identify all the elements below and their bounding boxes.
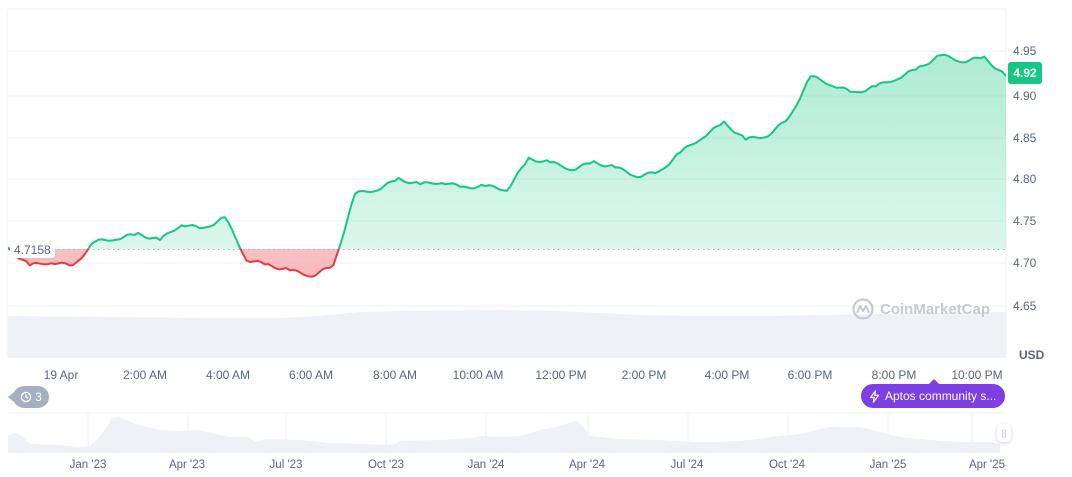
grip-icon: || xyxy=(1001,428,1007,438)
x-tick: 10:00 PM xyxy=(951,368,1003,382)
volume-bars xyxy=(8,310,1006,358)
nav-tick: Jul '23 xyxy=(269,459,303,471)
navigator[interactable] xyxy=(8,412,1006,453)
y-tick: 4.80 xyxy=(1013,172,1037,186)
baseline-value-label: 4.7158 xyxy=(10,242,55,258)
nav-tick: Oct '23 xyxy=(367,459,405,471)
nav-tick: Jan '25 xyxy=(869,459,907,471)
y-tick: 4.75 xyxy=(1013,214,1037,228)
x-tick: 8:00 PM xyxy=(871,368,917,382)
nav-tick: Jan '23 xyxy=(69,459,107,471)
y-tick: 4.85 xyxy=(1013,131,1037,145)
nav-tick: Jul '24 xyxy=(670,459,704,471)
watermark-text: CoinMarketCap xyxy=(880,300,991,318)
x-tick: 6:00 PM xyxy=(787,368,833,382)
x-tick: 4:00 AM xyxy=(205,368,251,382)
current-price-badge: 4.92 xyxy=(1008,62,1042,84)
nav-tick: Apr '24 xyxy=(568,459,606,471)
history-icon xyxy=(20,391,32,403)
x-tick: 2:00 AM xyxy=(122,368,168,382)
navigator-range-handle[interactable]: || xyxy=(997,424,1011,442)
event-label: Aptos community s... xyxy=(885,389,997,403)
x-tick: 2:00 PM xyxy=(621,368,667,382)
x-tick: 8:00 AM xyxy=(372,368,418,382)
price-area xyxy=(8,54,1006,277)
nav-tick: Oct '24 xyxy=(768,459,806,471)
lightning-icon xyxy=(869,389,880,403)
nav-tick: Jan '24 xyxy=(467,459,505,471)
x-tick: 10:00 AM xyxy=(452,368,504,382)
y-tick: 4.65 xyxy=(1013,299,1037,313)
x-tick: 19 Apr xyxy=(43,368,79,382)
nav-tick: Apr '25 xyxy=(968,459,1006,471)
nav-tick: Apr '23 xyxy=(168,459,206,471)
event-marker-button[interactable]: Aptos community s... xyxy=(861,379,1005,408)
history-count: 3 xyxy=(35,390,42,404)
y-tick: 4.90 xyxy=(1013,89,1037,103)
currency-label: USD xyxy=(1019,348,1045,362)
x-tick: 6:00 AM xyxy=(288,368,334,382)
price-line xyxy=(8,53,1006,278)
y-tick: 4.70 xyxy=(1013,256,1037,270)
x-tick: 4:00 PM xyxy=(704,368,750,382)
history-button[interactable]: 3 xyxy=(8,386,49,408)
x-tick: 12:00 PM xyxy=(535,368,587,382)
y-tick: 4.95 xyxy=(1013,44,1037,58)
coinmarketcap-watermark: CoinMarketCap xyxy=(852,298,990,320)
coinmarketcap-logo-icon xyxy=(852,298,874,320)
